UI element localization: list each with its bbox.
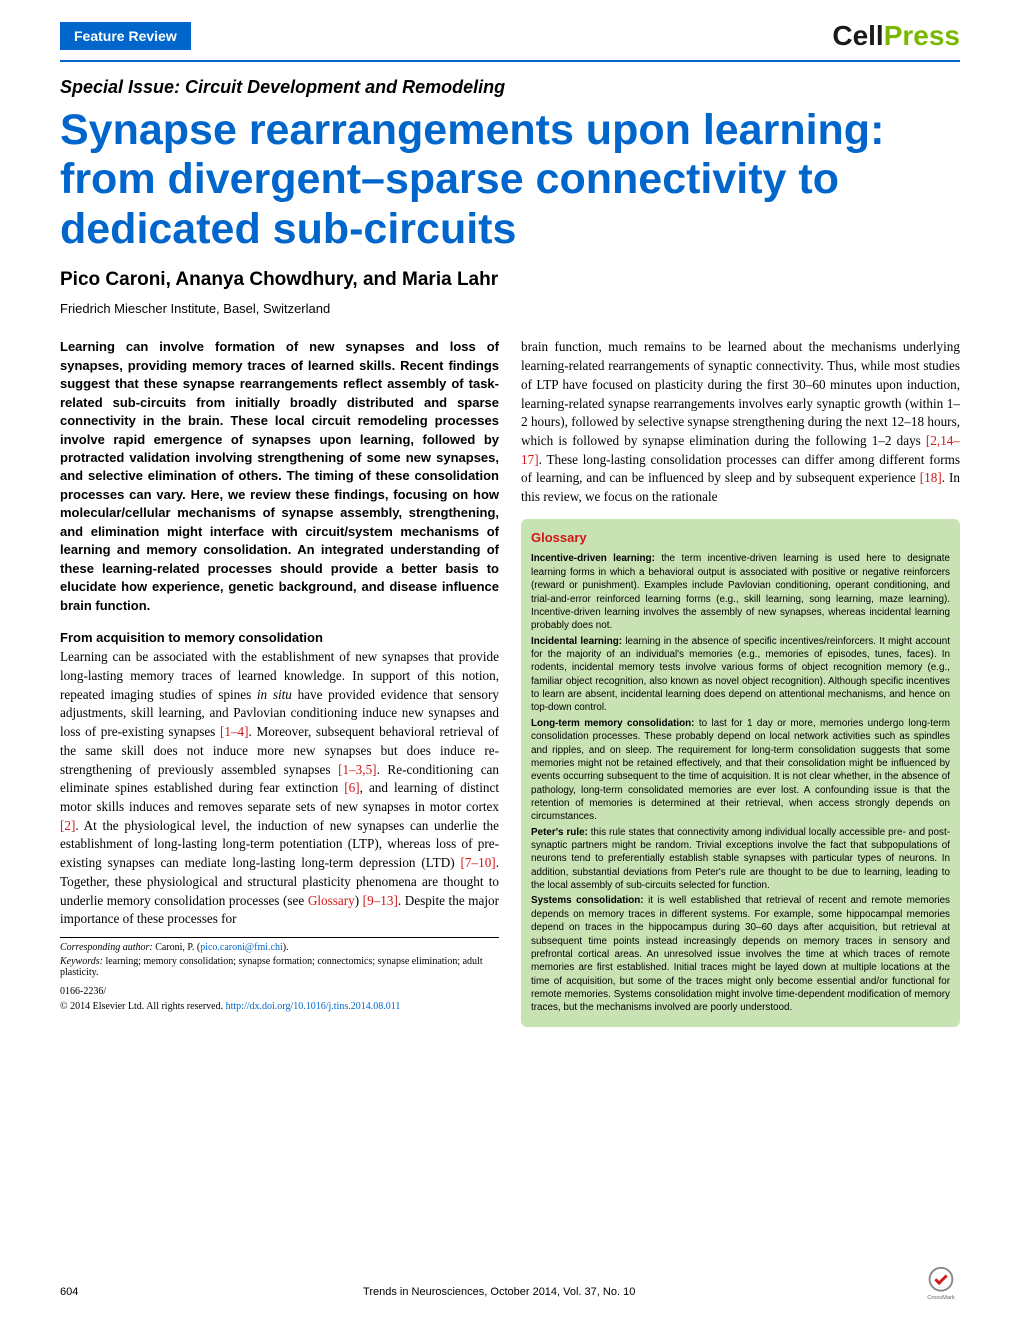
journal-citation: Trends in Neurosciences, October 2014, V… [363, 1286, 635, 1298]
body-text: ) [355, 893, 363, 908]
body-text: brain function, much remains to be learn… [521, 339, 960, 448]
two-column-layout: Learning can involve formation of new sy… [0, 338, 1020, 1026]
glossary-entry: Incentive-driven learning: the term ince… [531, 552, 950, 632]
glossary-term: Incentive-driven learning: [531, 553, 655, 564]
glossary-def: the term incentive-driven learning is us… [531, 553, 950, 631]
author-list: Pico Caroni, Ananya Chowdhury, and Maria… [0, 269, 1020, 301]
glossary-term: Long-term memory consolidation: [531, 718, 694, 729]
reference-link[interactable]: [1–3,5] [338, 762, 376, 777]
email-link[interactable]: pico.caroni@fmi.chi [200, 942, 283, 953]
affiliation: Friedrich Miescher Institute, Basel, Swi… [0, 301, 1020, 338]
footnotes: Corresponding author: Caroni, P. (pico.c… [60, 937, 499, 978]
glossary-heading: Glossary [531, 529, 950, 547]
section-heading: From acquisition to memory consolidation [60, 630, 499, 645]
page-footer: 604 Trends in Neurosciences, October 201… [60, 1286, 960, 1298]
page-number: 604 [60, 1286, 78, 1298]
glossary-def: this rule states that connectivity among… [531, 827, 950, 891]
body-paragraph: Learning can be associated with the esta… [60, 648, 499, 929]
glossary-def: learning in the absence of specific ince… [531, 636, 950, 714]
crossmark-icon[interactable]: CrossMark [922, 1265, 960, 1303]
glossary-term: Systems consolidation: [531, 895, 644, 906]
reference-link[interactable]: [2] [60, 818, 75, 833]
svg-text:CrossMark: CrossMark [927, 1295, 955, 1301]
glossary-term: Peter's rule: [531, 827, 588, 838]
copyright-text: © 2014 Elsevier Ltd. All rights reserved… [60, 1001, 226, 1012]
glossary-entry: Systems consolidation: it is well establ… [531, 894, 950, 1014]
glossary-entry: Incidental learning: learning in the abs… [531, 635, 950, 715]
logo-press: Press [884, 20, 960, 51]
left-column: Learning can involve formation of new sy… [60, 338, 499, 1026]
doi-link[interactable]: http://dx.doi.org/10.1016/j.tins.2014.08… [226, 1001, 401, 1012]
reference-link[interactable]: [6] [344, 780, 359, 795]
glossary-box: Glossary Incentive-driven learning: the … [521, 519, 960, 1027]
glossary-link[interactable]: Glossary [308, 893, 355, 908]
article-title: Synapse rearrangements upon learning: fr… [0, 106, 1020, 269]
reference-link[interactable]: [9–13] [363, 893, 398, 908]
cellpress-logo: CellPress [832, 20, 960, 52]
abstract-text: Learning can involve formation of new sy… [60, 338, 499, 615]
header-bar: Feature Review CellPress [0, 0, 1020, 60]
body-paragraph: brain function, much remains to be learn… [521, 338, 960, 507]
glossary-entry: Peter's rule: this rule states that conn… [531, 826, 950, 893]
right-column: brain function, much remains to be learn… [521, 338, 960, 1026]
corresponding-author: Corresponding author: Caroni, P. (pico.c… [60, 942, 499, 953]
glossary-entry: Long-term memory consolidation: to last … [531, 717, 950, 824]
reference-link[interactable]: [1–4] [220, 724, 249, 739]
keywords-line: Keywords: learning; memory consolidation… [60, 956, 499, 978]
body-text: . At the physiological level, the induct… [60, 818, 499, 870]
glossary-term: Incidental learning: [531, 636, 622, 647]
logo-cell: Cell [832, 20, 883, 51]
glossary-def: to last for 1 day or more, memories unde… [531, 718, 950, 823]
feature-review-badge: Feature Review [60, 22, 191, 50]
body-text: . These long-lasting consolidation proce… [521, 452, 960, 486]
copyright-line: © 2014 Elsevier Ltd. All rights reserved… [60, 1001, 499, 1012]
issn: 0166-2236/ [60, 986, 499, 997]
glossary-def: it is well established that retrieval of… [531, 895, 950, 1013]
reference-link[interactable]: [18] [920, 470, 942, 485]
special-issue-label: Special Issue: Circuit Development and R… [0, 77, 1020, 106]
italic-text: in situ [257, 687, 292, 702]
header-divider [60, 60, 960, 62]
reference-link[interactable]: [7–10] [461, 855, 496, 870]
